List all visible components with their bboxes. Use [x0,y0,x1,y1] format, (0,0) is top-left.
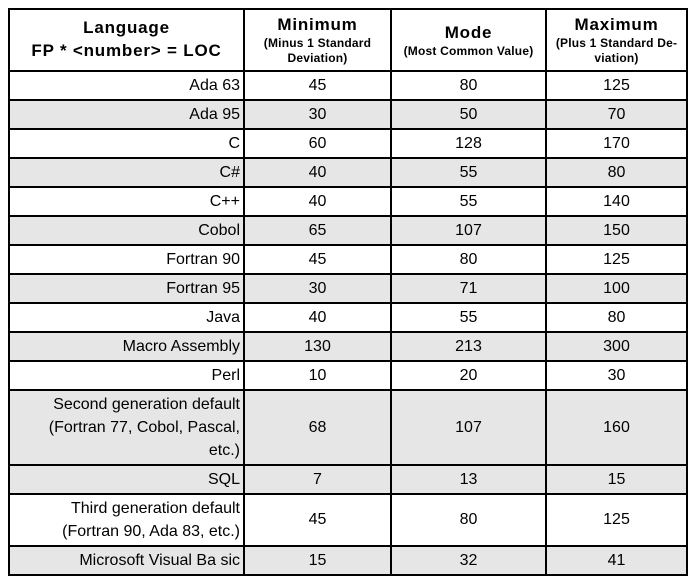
mode-cell: 80 [390,244,547,275]
language-cell: SQL [8,464,245,495]
minimum-cell: 40 [243,157,392,188]
minimum-cell: 45 [243,70,392,101]
mode-cell: 80 [390,70,547,101]
table-header: Language FP * <number> = LOC Minimum (Mi… [8,8,688,72]
language-cell: Ada 63 [8,70,245,101]
header-maximum-subtitle: (Plus 1 Standard De- viation) [555,36,678,65]
minimum-cell: 130 [243,331,392,362]
mode-cell: 55 [390,302,547,333]
maximum-cell: 300 [545,331,688,362]
maximum-cell: 70 [545,99,688,130]
header-row: Language FP * <number> = LOC Minimum (Mi… [8,8,688,72]
table-body: Ada 63 45 80 125 Ada 95 30 50 70 C 60 12… [8,70,688,576]
minimum-cell: 7 [243,464,392,495]
mode-cell: 71 [390,273,547,304]
language-cell: Java [8,302,245,333]
table-row: Ada 63 45 80 125 [8,70,688,101]
minimum-cell: 45 [243,244,392,275]
language-cell: Cobol [8,215,245,246]
header-minimum-title: Minimum [277,15,358,34]
header-maximum: Maximum (Plus 1 Standard De- viation) [545,8,688,72]
maximum-cell: 170 [545,128,688,159]
table-row: Fortran 90 45 80 125 [8,244,688,275]
mode-cell: 20 [390,360,547,391]
table-row: Third generation default (Fortran 90, Ad… [8,493,688,547]
header-language-title: Language [83,18,170,37]
maximum-cell: 150 [545,215,688,246]
table-row: Cobol 65 107 150 [8,215,688,246]
maximum-cell: 80 [545,157,688,188]
language-cell: Second generation default (Fortran 77, C… [8,389,245,466]
header-language-subtitle: FP * <number> = LOC [31,41,222,60]
maximum-cell: 125 [545,493,688,547]
mode-cell: 107 [390,389,547,466]
maximum-cell: 160 [545,389,688,466]
table-row: Second generation default (Fortran 77, C… [8,389,688,466]
minimum-cell: 30 [243,273,392,304]
language-cell: Microsoft Visual Ba sic [8,545,245,576]
mode-cell: 80 [390,493,547,547]
minimum-cell: 45 [243,493,392,547]
maximum-cell: 125 [545,244,688,275]
mode-cell: 128 [390,128,547,159]
language-cell: C# [8,157,245,188]
table-row: C 60 128 170 [8,128,688,159]
maximum-cell: 125 [545,70,688,101]
language-cell: Macro Assembly [8,331,245,362]
language-cell: C++ [8,186,245,217]
minimum-cell: 40 [243,186,392,217]
table-row: Java 40 55 80 [8,302,688,333]
minimum-cell: 15 [243,545,392,576]
maximum-cell: 41 [545,545,688,576]
mode-cell: 13 [390,464,547,495]
table-row: Perl 10 20 30 [8,360,688,391]
table-row: Microsoft Visual Ba sic 15 32 41 [8,545,688,576]
header-maximum-title: Maximum [574,15,659,34]
table-row: Ada 95 30 50 70 [8,99,688,130]
language-cell: Perl [8,360,245,391]
maximum-cell: 15 [545,464,688,495]
language-cell: Fortran 90 [8,244,245,275]
minimum-cell: 10 [243,360,392,391]
minimum-cell: 60 [243,128,392,159]
mode-cell: 50 [390,99,547,130]
language-cell: Third generation default (Fortran 90, Ad… [8,493,245,547]
language-cell: Fortran 95 [8,273,245,304]
table-row: Fortran 95 30 71 100 [8,273,688,304]
maximum-cell: 140 [545,186,688,217]
mode-cell: 55 [390,186,547,217]
table-row: SQL 7 13 15 [8,464,688,495]
header-mode-subtitle: (Most Common Value) [403,43,534,58]
table-row: C++ 40 55 140 [8,186,688,217]
language-cell: Ada 95 [8,99,245,130]
table-row: Macro Assembly 130 213 300 [8,331,688,362]
header-mode-title: Mode [444,22,493,42]
minimum-cell: 30 [243,99,392,130]
mode-cell: 32 [390,545,547,576]
maximum-cell: 100 [545,273,688,304]
header-language: Language FP * <number> = LOC [8,8,245,72]
mode-cell: 213 [390,331,547,362]
mode-cell: 55 [390,157,547,188]
minimum-cell: 68 [243,389,392,466]
minimum-cell: 65 [243,215,392,246]
header-minimum: Minimum (Minus 1 Standard Deviation) [243,8,392,72]
mode-cell: 107 [390,215,547,246]
table-row: C# 40 55 80 [8,157,688,188]
maximum-cell: 80 [545,302,688,333]
header-mode: Mode (Most Common Value) [390,8,547,72]
language-cell: C [8,128,245,159]
header-minimum-subtitle: (Minus 1 Standard Deviation) [263,36,372,65]
minimum-cell: 40 [243,302,392,333]
fp-to-loc-table: Language FP * <number> = LOC Minimum (Mi… [8,8,688,576]
maximum-cell: 30 [545,360,688,391]
